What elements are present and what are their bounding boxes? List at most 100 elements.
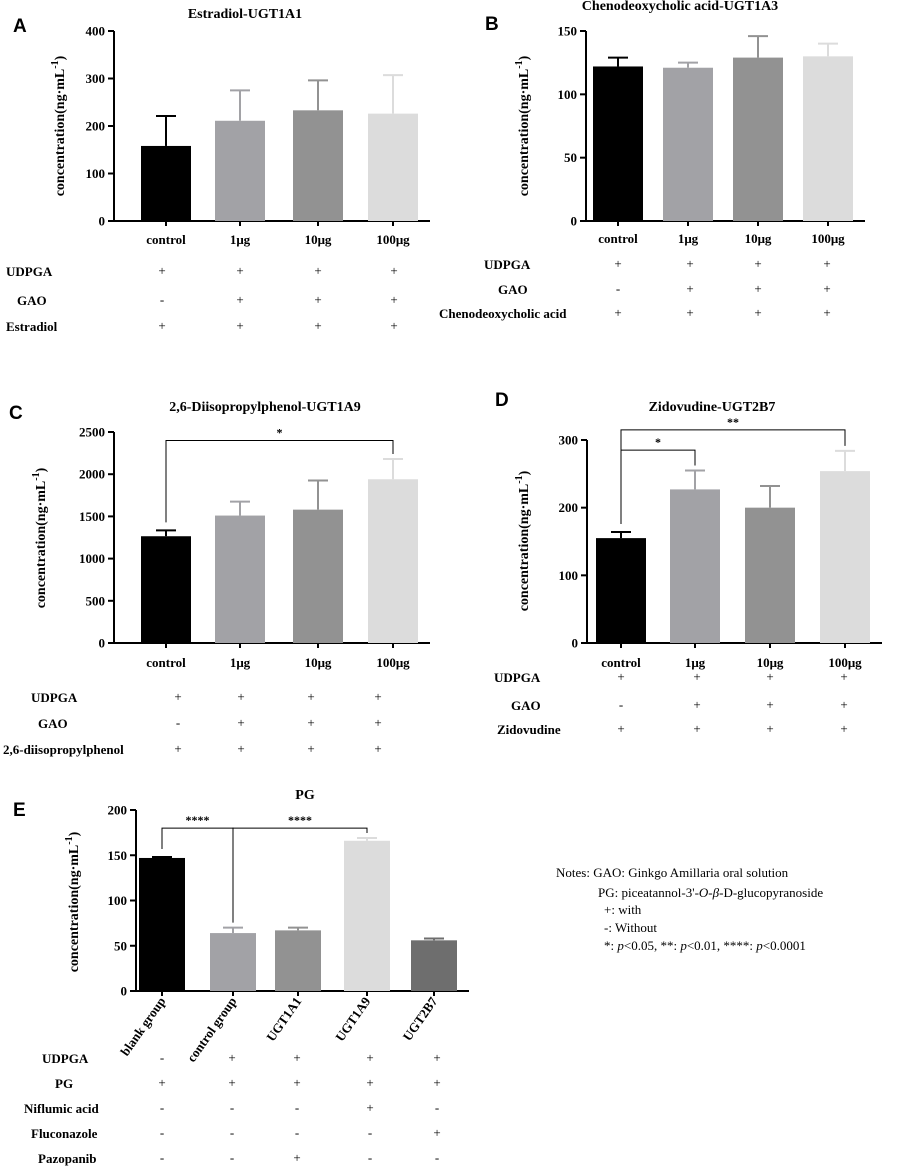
condition-mark: - [176,715,180,730]
x-category-label: control [598,231,638,246]
note-line-4: -: Without [604,920,657,935]
y-tick-label: 150 [108,848,128,863]
y-axis-label: concentration(ng·mL-1) [50,55,68,196]
condition-label: GAO [17,293,47,308]
panel-e: E PG 0 50 100 150 200 concentration(ng·mL-1) bla… [13,788,469,1166]
y-axis-label-main: concentration(ng·mL [34,481,49,609]
bar-4 [368,479,418,643]
condition-mark: - [160,1050,164,1065]
x-category-label: 100μg [376,655,410,670]
condition-mark: + [840,669,847,684]
note-line-1: Notes: GAO: Ginkgo Amillaria oral soluti… [556,865,789,880]
condition-mark: + [693,721,700,736]
x-category-label: UGT1A9 [332,994,374,1044]
condition-mark: - [160,292,164,307]
x-category-label: 1μg [230,232,251,247]
y-tick-label: 2000 [79,467,105,482]
condition-mark: + [366,1075,373,1090]
condition-mark: + [754,256,761,271]
condition-mark: + [237,715,244,730]
condition-label: Fluconazole [31,1126,98,1141]
condition-label: PG [55,1076,73,1091]
chart-title: PG [295,788,315,803]
bar-3 [275,930,321,991]
note-line-5-part: *: [604,938,617,953]
condition-mark: + [754,281,761,296]
x-category-label: 1μg [685,655,706,670]
y-tick-label: 0 [99,214,106,229]
bar-4 [803,56,853,222]
y-axis-label-superscript: -1 [514,60,525,68]
y-tick-label: 1000 [79,551,105,566]
y-axis-label-superscript: -1 [514,475,525,483]
condition-mark: + [236,292,243,307]
condition-mark: - [616,281,620,296]
condition-mark: + [293,1050,300,1065]
panel-a: A Estradiol-UGT1A1 0 100 200 300 400 concentrat… [6,7,430,334]
condition-mark: + [433,1075,440,1090]
bar-1 [596,538,646,643]
note-line-5: *: p<0.05, **: p<0.01, ****: p<0.0001 [604,938,806,953]
condition-mark: + [390,318,397,333]
bar-1 [139,857,185,991]
condition-mark: + [433,1125,440,1140]
note-line-3: +: with [604,902,642,917]
condition-mark: + [307,715,314,730]
x-category-label: 1μg [678,231,699,246]
y-axis-label-superscript: -1 [31,472,42,480]
condition-mark: + [293,1150,300,1165]
condition-mark: - [160,1150,164,1165]
condition-label: Pazopanib [38,1151,97,1166]
panel-c: C 2,6-Diisopropylphenol-UGT1A9 0 500 1000 150… [3,400,430,757]
notes-block: Notes: GAO: Ginkgo Amillaria oral soluti… [556,865,823,953]
condition-label: GAO [511,698,541,713]
condition-mark: + [390,263,397,278]
condition-mark: + [617,669,624,684]
condition-label: UDPGA [31,690,78,705]
condition-mark: + [314,263,321,278]
y-tick-label: 150 [558,24,578,39]
condition-mark: + [686,305,693,320]
condition-mark: + [228,1075,235,1090]
condition-mark: + [374,689,381,704]
condition-mark: + [766,721,773,736]
note-line-2-prefix: PG: piceatannol-3'- [598,885,699,900]
x-category-label: 100μg [376,232,410,247]
significance-bracket [232,827,368,920]
bar-4 [368,113,418,221]
condition-mark: + [766,669,773,684]
condition-label: Estradiol [6,319,58,334]
condition-label: 2,6-diisopropylphenol [3,742,124,757]
condition-mark: + [823,305,830,320]
y-tick-label: 1500 [79,509,105,524]
panel-letter-b: B [485,14,499,35]
y-tick-label: 0 [121,984,128,999]
y-tick-label: 100 [559,568,579,583]
y-tick-label: 100 [558,87,578,102]
condition-mark: + [686,256,693,271]
y-axis-label-superscript: -1 [64,836,75,844]
y-axis-label-paren: ) [67,831,82,836]
y-tick-label: 50 [114,938,127,953]
x-category-label: UGT2B7 [400,994,441,1044]
condition-mark: - [160,1100,164,1115]
condition-mark: + [754,305,761,320]
condition-mark: + [236,263,243,278]
condition-mark: + [174,741,181,756]
panel-b: B Chenodeoxycholic acid-UGT1A3 0 50 100 150 co… [439,0,865,321]
panel-d: D Zidovudine-UGT2B7 0 100 200 300 concentratio… [494,390,882,737]
condition-label: Niflumic acid [24,1101,100,1116]
note-line-5-part: <0.05, **: [624,938,680,953]
condition-mark: + [158,263,165,278]
x-category-label: 10μg [745,231,772,246]
bar-4 [820,471,870,643]
condition-mark: + [614,256,621,271]
y-tick-label: 500 [86,593,106,608]
bar-3 [745,507,795,643]
condition-mark: + [617,721,624,736]
condition-label: Chenodeoxycholic acid [439,306,567,321]
note-line-5-part: <0.0001 [763,938,806,953]
condition-mark: + [374,741,381,756]
condition-mark: + [307,689,314,704]
